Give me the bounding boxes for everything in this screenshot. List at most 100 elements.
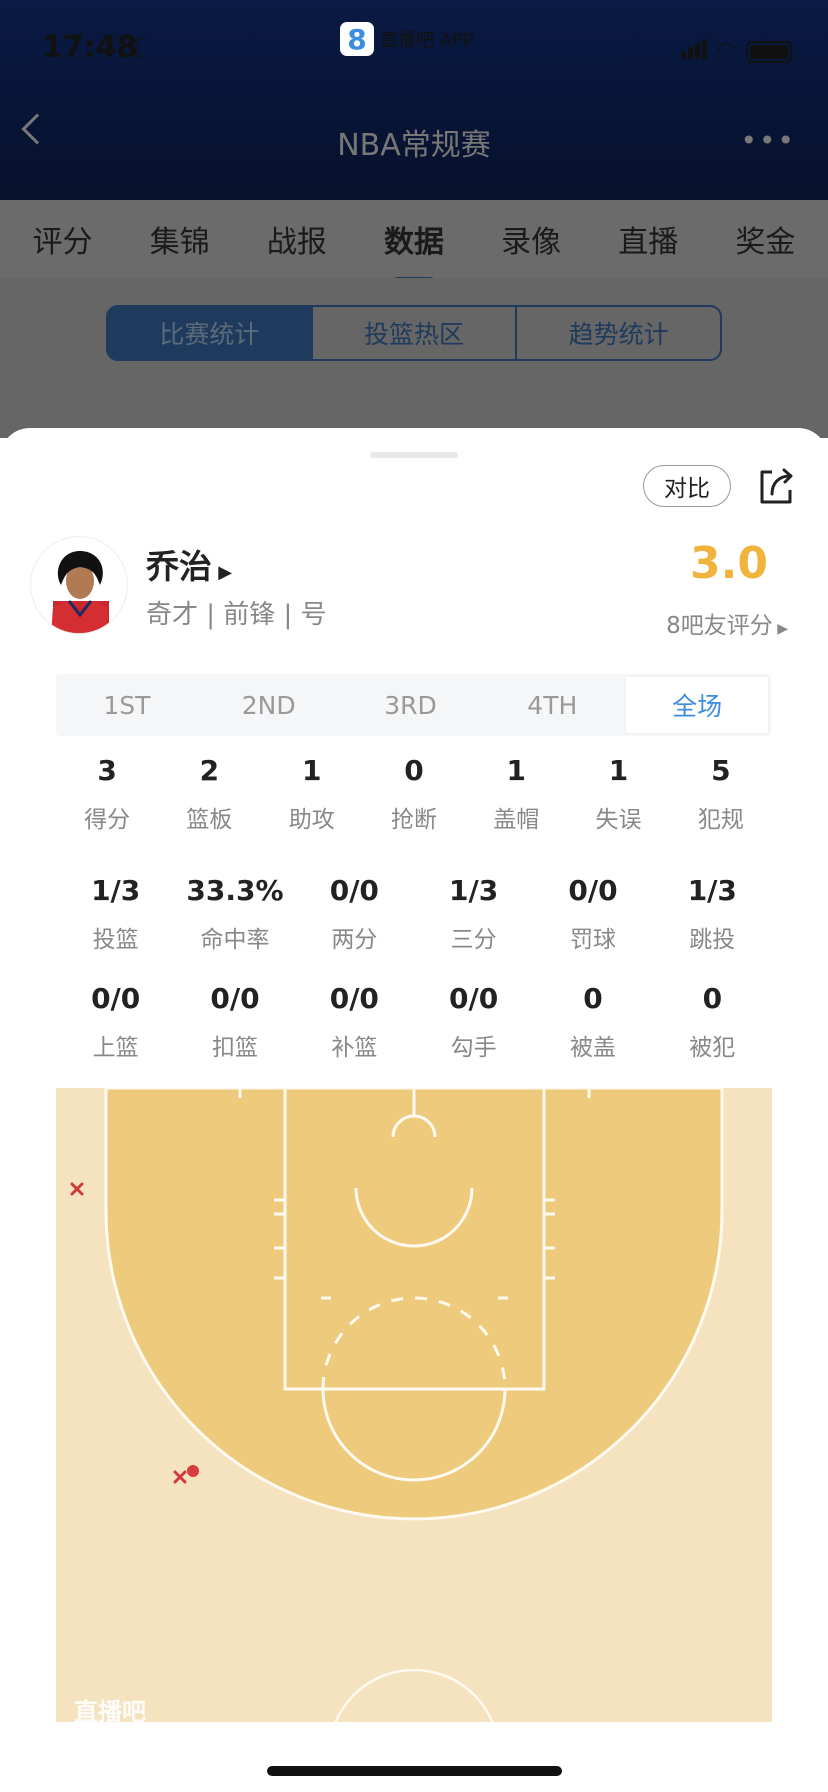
period-4th[interactable]: 4TH xyxy=(527,690,578,720)
stat-value: 0/0 xyxy=(210,982,260,1015)
watermark: 直播吧 xyxy=(74,1698,146,1722)
more-icon[interactable]: ••• xyxy=(740,124,796,157)
stat-assists: 1 助攻 xyxy=(261,754,363,834)
stat-label: 盖帽 xyxy=(493,807,540,833)
match-header xyxy=(0,0,828,200)
lane-hash-marks xyxy=(274,1198,555,1300)
stat-value: 2 xyxy=(199,754,220,787)
stat-label: 被盖 xyxy=(569,1035,616,1061)
stat-label: 勾手 xyxy=(450,1035,497,1061)
system-icons: ◠ xyxy=(679,38,792,63)
moon-icon: ☾ xyxy=(130,32,156,65)
tab-rating[interactable]: 评分 xyxy=(32,225,93,260)
tab-bonus[interactable]: 奖金 xyxy=(735,225,796,260)
stat-rebounds: 2 篮板 xyxy=(158,754,260,834)
stat-label: 助攻 xyxy=(288,807,335,833)
tab-live[interactable]: 直播 xyxy=(618,225,679,260)
tab-highlights[interactable]: 集锦 xyxy=(149,225,210,260)
player-name-link[interactable]: 乔治 ▶ xyxy=(146,540,232,588)
segment-shot-zones[interactable]: 投篮热区 xyxy=(313,307,518,359)
stat-fg: 1/3 投篮 xyxy=(56,874,175,954)
app-return-label[interactable]: 8 直播吧 APP xyxy=(340,22,474,56)
stat-label: 失误 xyxy=(595,807,642,833)
app-name: 直播吧 APP xyxy=(380,30,474,51)
period-1st[interactable]: 1ST xyxy=(103,690,151,720)
stat-label: 篮板 xyxy=(186,807,233,833)
stat-value: 5 xyxy=(711,754,731,787)
stat-value: 1/3 xyxy=(687,874,737,907)
period-3rd[interactable]: 3RD xyxy=(384,690,437,720)
stat-value: 3 xyxy=(97,754,117,787)
shot-chart-court: 直播吧 xyxy=(56,1088,772,1722)
stat-value: 1 xyxy=(506,754,526,787)
player-photo xyxy=(51,551,109,633)
battery-icon xyxy=(746,41,792,63)
caret-right-icon: ▶ xyxy=(772,621,788,637)
stat-value: 0 xyxy=(583,982,603,1015)
period-selector: 1ST 2ND 3RD 4TH 全场 xyxy=(56,674,771,736)
shot-miss-marker xyxy=(70,1182,84,1196)
stat-tipins: 0/0 补篮 xyxy=(295,982,414,1062)
signal-icon xyxy=(679,39,707,63)
stat-label: 命中率 xyxy=(200,927,270,953)
stat-jumpers: 1/3 跳投 xyxy=(653,874,772,954)
stat-fg-pct: 33.3% 命中率 xyxy=(175,874,294,954)
page-title: NBA常规赛 xyxy=(337,128,491,163)
player-name: 乔治 xyxy=(146,547,212,586)
stat-label: 两分 xyxy=(331,927,378,953)
player-avatar[interactable] xyxy=(30,536,128,634)
period-2nd[interactable]: 2ND xyxy=(241,690,296,720)
stat-2pt: 0/0 两分 xyxy=(295,874,414,954)
stat-ft: 0/0 罚球 xyxy=(533,874,652,954)
stat-blocked: 0 被盖 xyxy=(533,982,652,1062)
stat-label: 补篮 xyxy=(331,1035,378,1061)
stats-row-shot-types: 0/0 上篮 0/0 扣篮 0/0 补篮 0/0 勾手 0 被盖 0 被犯 xyxy=(56,982,772,1062)
stat-label: 投篮 xyxy=(92,927,139,953)
stat-turnovers: 1 失误 xyxy=(567,754,669,834)
compare-button[interactable]: 对比 xyxy=(643,465,731,507)
stat-value: 0 xyxy=(702,982,723,1015)
tab-replay[interactable]: 录像 xyxy=(501,225,562,260)
stat-value: 0/0 xyxy=(91,982,141,1015)
fan-rating-link[interactable]: 8吧友评分 ▶ xyxy=(666,606,788,640)
stat-points: 3 得分 xyxy=(56,754,158,834)
share-icon[interactable] xyxy=(758,466,794,506)
segment-trend-stats[interactable]: 趋势统计 xyxy=(568,320,669,349)
stat-layups: 0/0 上篮 xyxy=(56,982,175,1062)
three-point-area xyxy=(104,1088,724,1521)
stat-steals: 0 抢断 xyxy=(363,754,465,834)
stats-segmented-control: 比赛统计 投篮热区 趋势统计 xyxy=(106,305,722,361)
stats-row-basic: 3 得分 2 篮板 1 助攻 0 抢断 1 盖帽 1 失误 5 犯规 xyxy=(56,754,772,834)
free-throw-circle-top xyxy=(321,1296,507,1390)
segment-game-stats[interactable]: 比赛统计 xyxy=(108,307,313,359)
clock: 17:48 xyxy=(42,30,138,65)
stat-value: 1 xyxy=(608,754,629,787)
tab-report[interactable]: 战报 xyxy=(266,225,327,260)
tab-data[interactable]: 数据 xyxy=(384,217,444,283)
stat-fouled: 0 被犯 xyxy=(653,982,772,1062)
stat-value: 33.3% xyxy=(186,874,284,907)
home-indicator[interactable] xyxy=(267,1766,562,1776)
stat-label: 犯规 xyxy=(697,807,744,833)
stat-dunks: 0/0 扣篮 xyxy=(175,982,294,1062)
stat-value: 0 xyxy=(404,754,424,787)
court-drawing xyxy=(70,1088,724,1722)
player-team-position: 奇才 | 前锋 | 号 xyxy=(146,600,327,630)
stat-3pt: 1/3 三分 xyxy=(414,874,533,954)
drag-handle[interactable] xyxy=(370,452,458,458)
paint xyxy=(283,1088,546,1391)
caret-right-icon: ▶ xyxy=(212,562,233,583)
fan-rating-label: 8吧友评分 xyxy=(666,613,773,639)
stat-hooks: 0/0 勾手 xyxy=(414,982,533,1062)
shot-miss-marker xyxy=(173,1470,187,1484)
stat-value: 0/0 xyxy=(568,874,618,907)
wifi-icon: ◠ xyxy=(716,38,736,63)
stat-blocks: 1 盖帽 xyxy=(465,754,567,834)
stat-value: 0/0 xyxy=(329,982,379,1015)
period-full-game[interactable]: 全场 xyxy=(626,677,768,733)
stat-value: 1 xyxy=(301,754,322,787)
stat-value: 0/0 xyxy=(449,982,499,1015)
tab-bar: 评分 集锦 战报 数据 录像 直播 奖金 xyxy=(0,200,828,283)
stat-label: 扣篮 xyxy=(211,1035,258,1061)
shot-made-marker xyxy=(187,1465,199,1477)
